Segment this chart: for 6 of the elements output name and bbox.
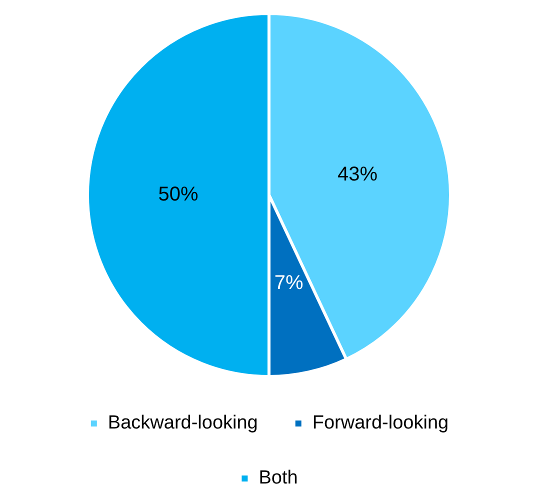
data-label: 7% — [274, 272, 304, 294]
data-label: 43% — [338, 164, 378, 186]
legend-label: Forward-looking — [312, 412, 449, 434]
legend-label: Both — [258, 468, 298, 489]
legend-label: Backward-looking — [108, 412, 258, 434]
data-label: 50% — [158, 184, 198, 206]
